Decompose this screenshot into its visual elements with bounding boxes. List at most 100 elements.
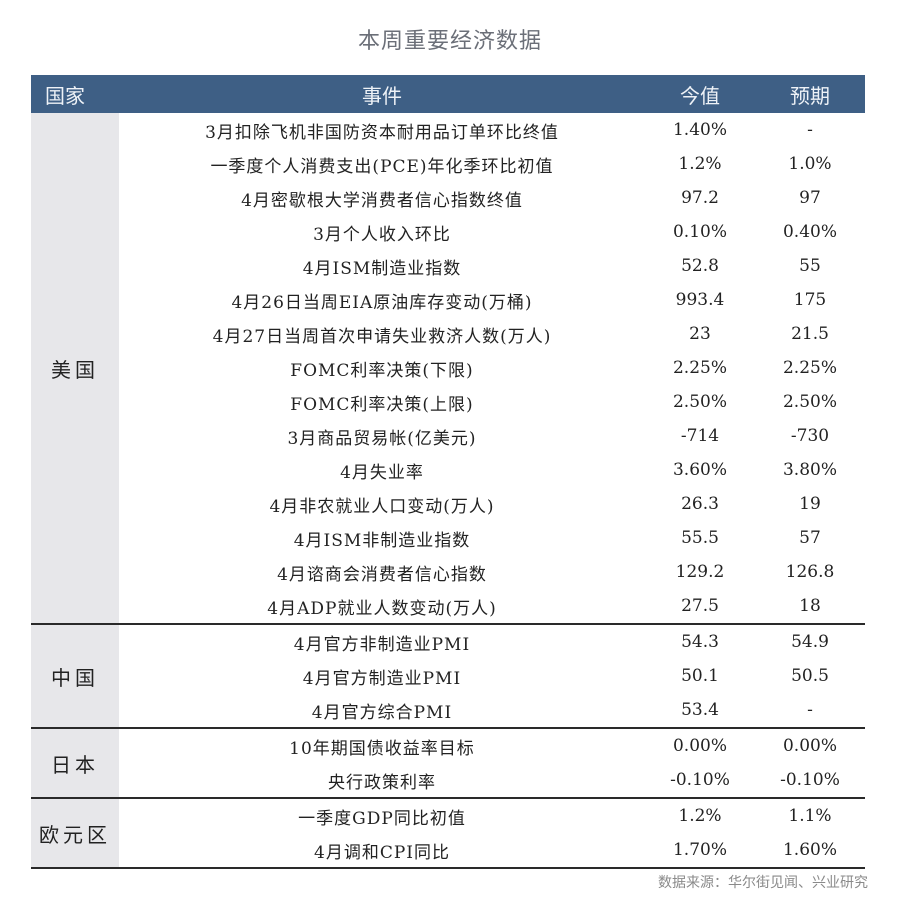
now-value-cell: 53.4 xyxy=(681,700,719,720)
table-row: 3月扣除飞机非国防资本耐用品订单环比终值 1.40% - xyxy=(119,113,865,147)
expected-value-cell: 54.9 xyxy=(791,632,829,652)
event-cell: 3月商品贸易帐(亿美元) xyxy=(287,428,477,449)
expected-value-cell: 126.8 xyxy=(785,562,835,582)
event-cell: 3月扣除飞机非国防资本耐用品订单环比终值 xyxy=(205,122,559,143)
table-row: 4月27日当周首次申请失业救济人数(万人) 23 21.5 xyxy=(119,317,865,351)
expected-value-cell: 2.25% xyxy=(782,358,837,378)
event-cell: 4月官方非制造业PMI xyxy=(293,634,471,655)
expected-value-cell: 1.1% xyxy=(788,806,832,826)
country-label: 日本 xyxy=(31,729,119,797)
expected-value-cell: 3.80% xyxy=(782,460,837,480)
now-value-cell: 1.70% xyxy=(672,840,727,860)
expected-value-cell: -730 xyxy=(790,426,830,446)
group-rows: 3月扣除飞机非国防资本耐用品订单环比终值 1.40% - 一季度个人消费支出(PCE)… xyxy=(119,113,865,623)
expected-value-cell: 50.5 xyxy=(791,666,829,686)
expected-value-cell: 1.0% xyxy=(788,154,832,174)
table-header: 国家 事件 今值 预期 xyxy=(31,75,865,113)
table-row: 4月调和CPI同比 1.70% 1.60% xyxy=(119,833,865,867)
now-value-cell: 3.60% xyxy=(672,460,727,480)
table-row: 4月失业率 3.60% 3.80% xyxy=(119,453,865,487)
country-label: 美国 xyxy=(31,113,119,623)
table-row: 4月谘商会消费者信心指数 129.2 126.8 xyxy=(119,555,865,589)
event-cell: 4月27日当周首次申请失业救济人数(万人) xyxy=(212,326,552,347)
event-cell: 4月调和CPI同比 xyxy=(314,842,450,863)
table-row: 4月ISM非制造业指数 55.5 57 xyxy=(119,521,865,555)
event-cell: 4月ADP就业人数变动(万人) xyxy=(267,598,497,619)
now-value-cell: 52.8 xyxy=(681,256,719,276)
table-row: 一季度GDP同比初值 1.2% 1.1% xyxy=(119,799,865,833)
now-value-cell: 1.2% xyxy=(678,154,722,174)
table-row: 4月密歇根大学消费者信心指数终值 97.2 97 xyxy=(119,181,865,215)
event-cell: 4月谘商会消费者信心指数 xyxy=(277,564,487,585)
expected-value-cell: - xyxy=(807,700,813,720)
table-row: 4月官方制造业PMI 50.1 50.5 xyxy=(119,659,865,693)
table-row: 央行政策利率 -0.10% -0.10% xyxy=(119,763,865,797)
now-value-cell: 1.40% xyxy=(672,120,727,140)
event-cell: 4月失业率 xyxy=(340,462,424,483)
now-value-cell: 0.00% xyxy=(672,736,727,756)
now-value-cell: 27.5 xyxy=(681,596,719,616)
country-label: 欧元区 xyxy=(31,799,119,867)
table-row: 10年期国债收益率目标 0.00% 0.00% xyxy=(119,729,865,763)
country-label: 中国 xyxy=(31,625,119,727)
event-cell: 4月官方综合PMI xyxy=(311,702,453,723)
expected-value-cell: 1.60% xyxy=(782,840,837,860)
table-row: 3月商品贸易帐(亿美元) -714 -730 xyxy=(119,419,865,453)
table-row: 4月ADP就业人数变动(万人) 27.5 18 xyxy=(119,589,865,623)
header-event: 事件 xyxy=(362,83,402,108)
event-cell: 央行政策利率 xyxy=(328,772,436,793)
now-value-cell: -0.10% xyxy=(670,770,730,790)
now-value-cell: 2.50% xyxy=(672,392,727,412)
table-row: 3月个人收入环比 0.10% 0.40% xyxy=(119,215,865,249)
expected-value-cell: -0.10% xyxy=(780,770,840,790)
expected-value-cell: - xyxy=(807,120,813,140)
now-value-cell: 55.5 xyxy=(681,528,719,548)
event-cell: 4月非农就业人口变动(万人) xyxy=(269,496,495,517)
event-cell: 4月26日当周EIA原油库存变动(万桶) xyxy=(231,292,533,313)
table-body: 美国 3月扣除飞机非国防资本耐用品订单环比终值 1.40% - 一季度个人消费支出(PC… xyxy=(31,113,865,869)
event-cell: 4月密歇根大学消费者信心指数终值 xyxy=(241,190,523,211)
economic-data-table: 国家 事件 今值 预期 美国 3月扣除飞机非国防资本耐用品订单环比终值 1.40% -… xyxy=(31,75,865,869)
event-cell: 一季度个人消费支出(PCE)年化季环比初值 xyxy=(210,156,554,177)
expected-value-cell: 57 xyxy=(799,528,821,548)
group-rows: 4月官方非制造业PMI 54.3 54.9 4月官方制造业PMI 50.1 50.5 4月官… xyxy=(119,625,865,727)
now-value-cell: 1.2% xyxy=(678,806,722,826)
now-value-cell: 129.2 xyxy=(675,562,725,582)
country-group: 日本 10年期国债收益率目标 0.00% 0.00% 央行政策利率 -0.10% -0.10… xyxy=(31,729,865,799)
expected-value-cell: 21.5 xyxy=(791,324,829,344)
country-group: 中国 4月官方非制造业PMI 54.3 54.9 4月官方制造业PMI 50.1 50.5 4… xyxy=(31,625,865,729)
page-title: 本周重要经济数据 xyxy=(357,29,542,54)
event-cell: 4月官方制造业PMI xyxy=(302,668,462,689)
event-cell: 10年期国债收益率目标 xyxy=(289,738,475,759)
table-row: 4月非农就业人口变动(万人) 26.3 19 xyxy=(119,487,865,521)
event-cell: 3月个人收入环比 xyxy=(313,224,451,245)
country-group: 美国 3月扣除飞机非国防资本耐用品订单环比终值 1.40% - 一季度个人消费支出(PC… xyxy=(31,113,865,625)
table-row: 4月ISM制造业指数 52.8 55 xyxy=(119,249,865,283)
table-row: 4月官方非制造业PMI 54.3 54.9 xyxy=(119,625,865,659)
table-row: 4月官方综合PMI 53.4 - xyxy=(119,693,865,727)
event-cell: 4月ISM非制造业指数 xyxy=(293,530,471,551)
event-cell: FOMC利率决策(下限) xyxy=(290,360,474,381)
header-expected: 预期 xyxy=(790,83,830,108)
source-note: 数据来源：华尔街见闻、兴业研究 xyxy=(658,875,868,891)
country-group: 欧元区 一季度GDP同比初值 1.2% 1.1% 4月调和CPI同比 1.70% 1.60% xyxy=(31,799,865,869)
table-row: 4月26日当周EIA原油库存变动(万桶) 993.4 175 xyxy=(119,283,865,317)
group-rows: 10年期国债收益率目标 0.00% 0.00% 央行政策利率 -0.10% -0.10% xyxy=(119,729,865,797)
table-row: FOMC利率决策(上限) 2.50% 2.50% xyxy=(119,385,865,419)
expected-value-cell: 19 xyxy=(799,494,821,514)
expected-value-cell: 97 xyxy=(799,188,821,208)
now-value-cell: 50.1 xyxy=(681,666,719,686)
expected-value-cell: 55 xyxy=(799,256,821,276)
expected-value-cell: 0.40% xyxy=(782,222,837,242)
now-value-cell: 993.4 xyxy=(675,290,725,310)
expected-value-cell: 0.00% xyxy=(782,736,837,756)
now-value-cell: 26.3 xyxy=(681,494,719,514)
now-value-cell: 2.25% xyxy=(672,358,727,378)
event-cell: 一季度GDP同比初值 xyxy=(298,808,466,829)
now-value-cell: 0.10% xyxy=(672,222,727,242)
event-cell: 4月ISM制造业指数 xyxy=(302,258,462,279)
event-cell: FOMC利率决策(上限) xyxy=(290,394,474,415)
expected-value-cell: 175 xyxy=(793,290,827,310)
now-value-cell: 97.2 xyxy=(681,188,719,208)
expected-value-cell: 2.50% xyxy=(782,392,837,412)
